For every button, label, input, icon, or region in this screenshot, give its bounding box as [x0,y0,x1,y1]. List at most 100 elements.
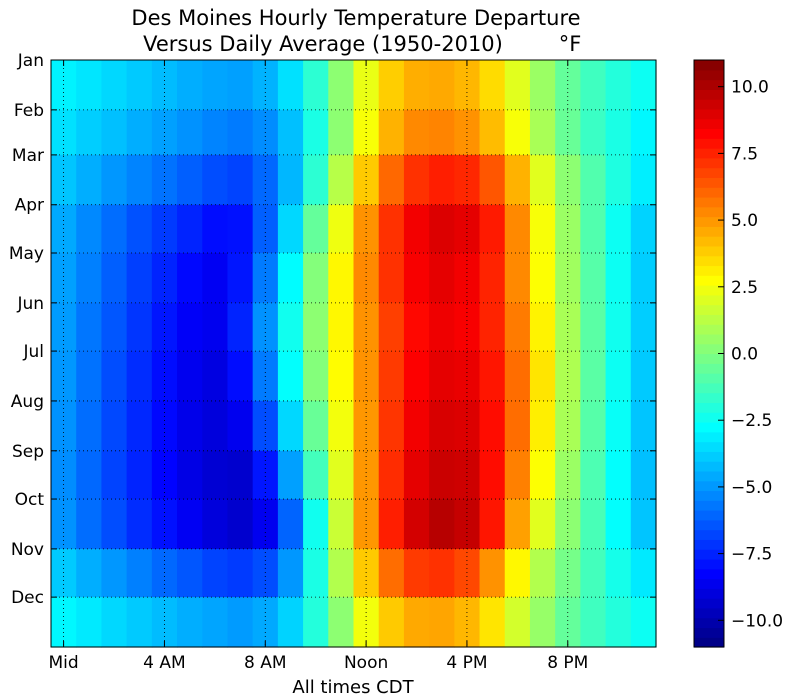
chart-title-unit: °F [559,32,582,56]
heatmap-cell-nov-17 [479,548,506,598]
heatmap-cell-jun-8 [252,302,279,352]
heatmap-cell-jul-22 [605,351,632,402]
y-tick-label: Jul [22,342,44,362]
heatmap-cell-jun-0 [51,302,77,352]
heatmap-cell-sep-5 [177,450,203,500]
heatmap-cell-jun-16 [454,302,481,352]
heatmap-cell-sep-17 [479,450,506,500]
heatmap-cell-jan-20 [555,60,581,111]
heatmap-cell-may-3 [126,252,153,304]
heatmap-cell-jan-16 [454,60,481,111]
heatmap-cell-aug-23 [630,400,657,452]
colorbar-tick-label: −5.0 [731,478,772,498]
heatmap-cell-dec-11 [328,597,355,648]
heatmap-cell-apr-7 [227,204,254,254]
heatmap-cell-feb-10 [303,109,329,156]
heatmap-cell-feb-17 [479,109,506,156]
heatmap-cell-dec-21 [580,597,607,648]
heatmap-cell-jun-11 [328,302,355,352]
heatmap-cell-oct-5 [177,499,203,550]
heatmap-cell-may-7 [227,252,254,304]
heatmap-cell-feb-14 [403,109,430,156]
heatmap-cell-nov-3 [126,548,153,598]
colorbar-tick-label: −2.5 [731,411,772,431]
heatmap-cell-jul-13 [378,351,405,402]
heatmap-cell-feb-22 [605,109,632,156]
colorbar-segment [694,441,724,452]
heatmap-cell-sep-2 [101,450,128,500]
heatmap-cell-may-21 [580,252,607,304]
heatmap-cell-jul-19 [529,351,556,402]
heatmap-cell-dec-7 [227,597,254,648]
heatmap-cell-sep-13 [378,450,405,500]
colorbar-segment [694,128,724,139]
colorbar-segment [694,265,724,276]
colorbar-segment [694,157,724,169]
heatmap-cell-mar-18 [504,154,531,206]
heatmap-cell-apr-11 [328,204,355,254]
colorbar-segment [694,79,724,90]
heatmap-cell-jun-10 [303,302,329,352]
heatmap-cell-sep-23 [630,450,657,500]
heatmap-cell-jul-18 [504,351,531,402]
heatmap-cell-aug-16 [454,400,481,452]
heatmap-cell-sep-22 [605,450,632,500]
colorbar-segment [694,402,724,413]
x-axis-ticks: Mid 4 AM 8 AM Noon 4 PM 8 PM [49,60,588,673]
heatmap-cell-aug-3 [126,400,153,452]
y-tick-label: Dec [11,588,44,608]
colorbar-segment [694,451,724,462]
heatmap-cell-nov-6 [202,548,229,598]
heatmap-cell-may-15 [429,252,455,304]
heatmap-cell-apr-19 [529,204,556,254]
heatmap-cell-jan-2 [101,60,128,111]
heatmap-cell-apr-17 [479,204,506,254]
heatmap-cell-jun-19 [529,302,556,352]
heatmap-cell-jun-12 [353,302,380,352]
colorbar-segment [694,431,724,443]
heatmap-cell-dec-20 [555,597,581,648]
heatmap-cell-jun-3 [126,302,153,352]
heatmap-cell-nov-2 [101,548,128,598]
heatmap-cell-dec-5 [177,597,203,648]
colorbar-segment [694,353,724,364]
heatmap-cell-dec-16 [454,597,481,648]
colorbar [694,60,724,648]
x-tick-label: 8 PM [547,653,588,673]
chart-title-line2-text: Versus Daily Average (1950-2010) [143,32,503,56]
heatmap-cell-may-2 [101,252,128,304]
colorbar-segment [694,510,724,521]
heatmap-cell-aug-17 [479,400,506,452]
heatmap-cell-apr-9 [277,204,304,254]
heatmap-cell-dec-0 [51,597,77,648]
heatmap-cell-mar-14 [403,154,430,206]
heatmap-cell-aug-9 [277,400,304,452]
y-tick-label: Sep [12,442,44,462]
heatmap-cell-aug-7 [227,400,254,452]
heatmap-cell-jun-22 [605,302,632,352]
heatmap-cell-oct-3 [126,499,153,550]
colorbar-segment [694,138,724,149]
heatmap-cell-apr-10 [303,204,329,254]
heatmap-cell-jan-22 [605,60,632,111]
heatmap-cell-aug-18 [504,400,531,452]
colorbar-tick-label: −7.5 [731,545,772,565]
heatmap-cell-sep-0 [51,450,77,500]
heatmap-cell-mar-22 [605,154,632,206]
colorbar-segment [694,598,724,609]
heatmap-cell-apr-1 [76,204,103,254]
colorbar-segment [694,470,724,482]
heatmap-cell-oct-15 [429,499,455,550]
heatmap-cell-nov-21 [580,548,607,598]
y-tick-label: Mar [12,146,44,166]
heatmap-cell-jun-9 [277,302,304,352]
heatmap-cell-jan-21 [580,60,607,111]
heatmap-cell-feb-11 [328,109,355,156]
heatmap-cell-jan-17 [479,60,506,111]
heatmap-cell-oct-18 [504,499,531,550]
heatmap-cell-jun-7 [227,302,254,352]
chart-title-line2: Versus Daily Average (1950-2010) °F [143,32,581,56]
colorbar-segment [694,99,724,110]
heatmap-cell-mar-7 [227,154,254,206]
y-tick-label: Oct [15,490,45,510]
